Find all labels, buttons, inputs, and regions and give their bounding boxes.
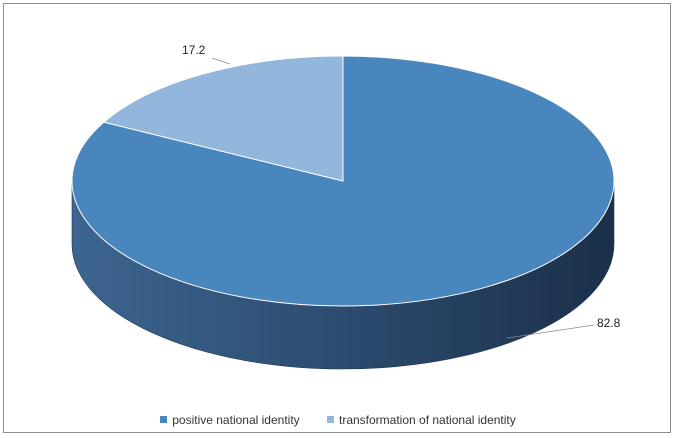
legend-label-transformation: transformation of national identity xyxy=(339,412,516,427)
pie-slice-transformation xyxy=(102,55,344,182)
leader-line-transformation xyxy=(211,57,231,65)
data-label-positive: 82.8 xyxy=(597,316,621,330)
legend-label-positive: positive national identity xyxy=(172,412,300,427)
data-label-transformation: 17.2 xyxy=(182,43,206,57)
legend-item-transformation: transformation of national identity xyxy=(327,413,516,427)
legend-swatch-transformation xyxy=(327,416,334,423)
legend: positive national identity transformatio… xyxy=(0,412,676,427)
legend-item-positive: positive national identity xyxy=(160,412,300,427)
legend-swatch-positive xyxy=(160,416,168,423)
leader-line-positive xyxy=(506,324,595,339)
